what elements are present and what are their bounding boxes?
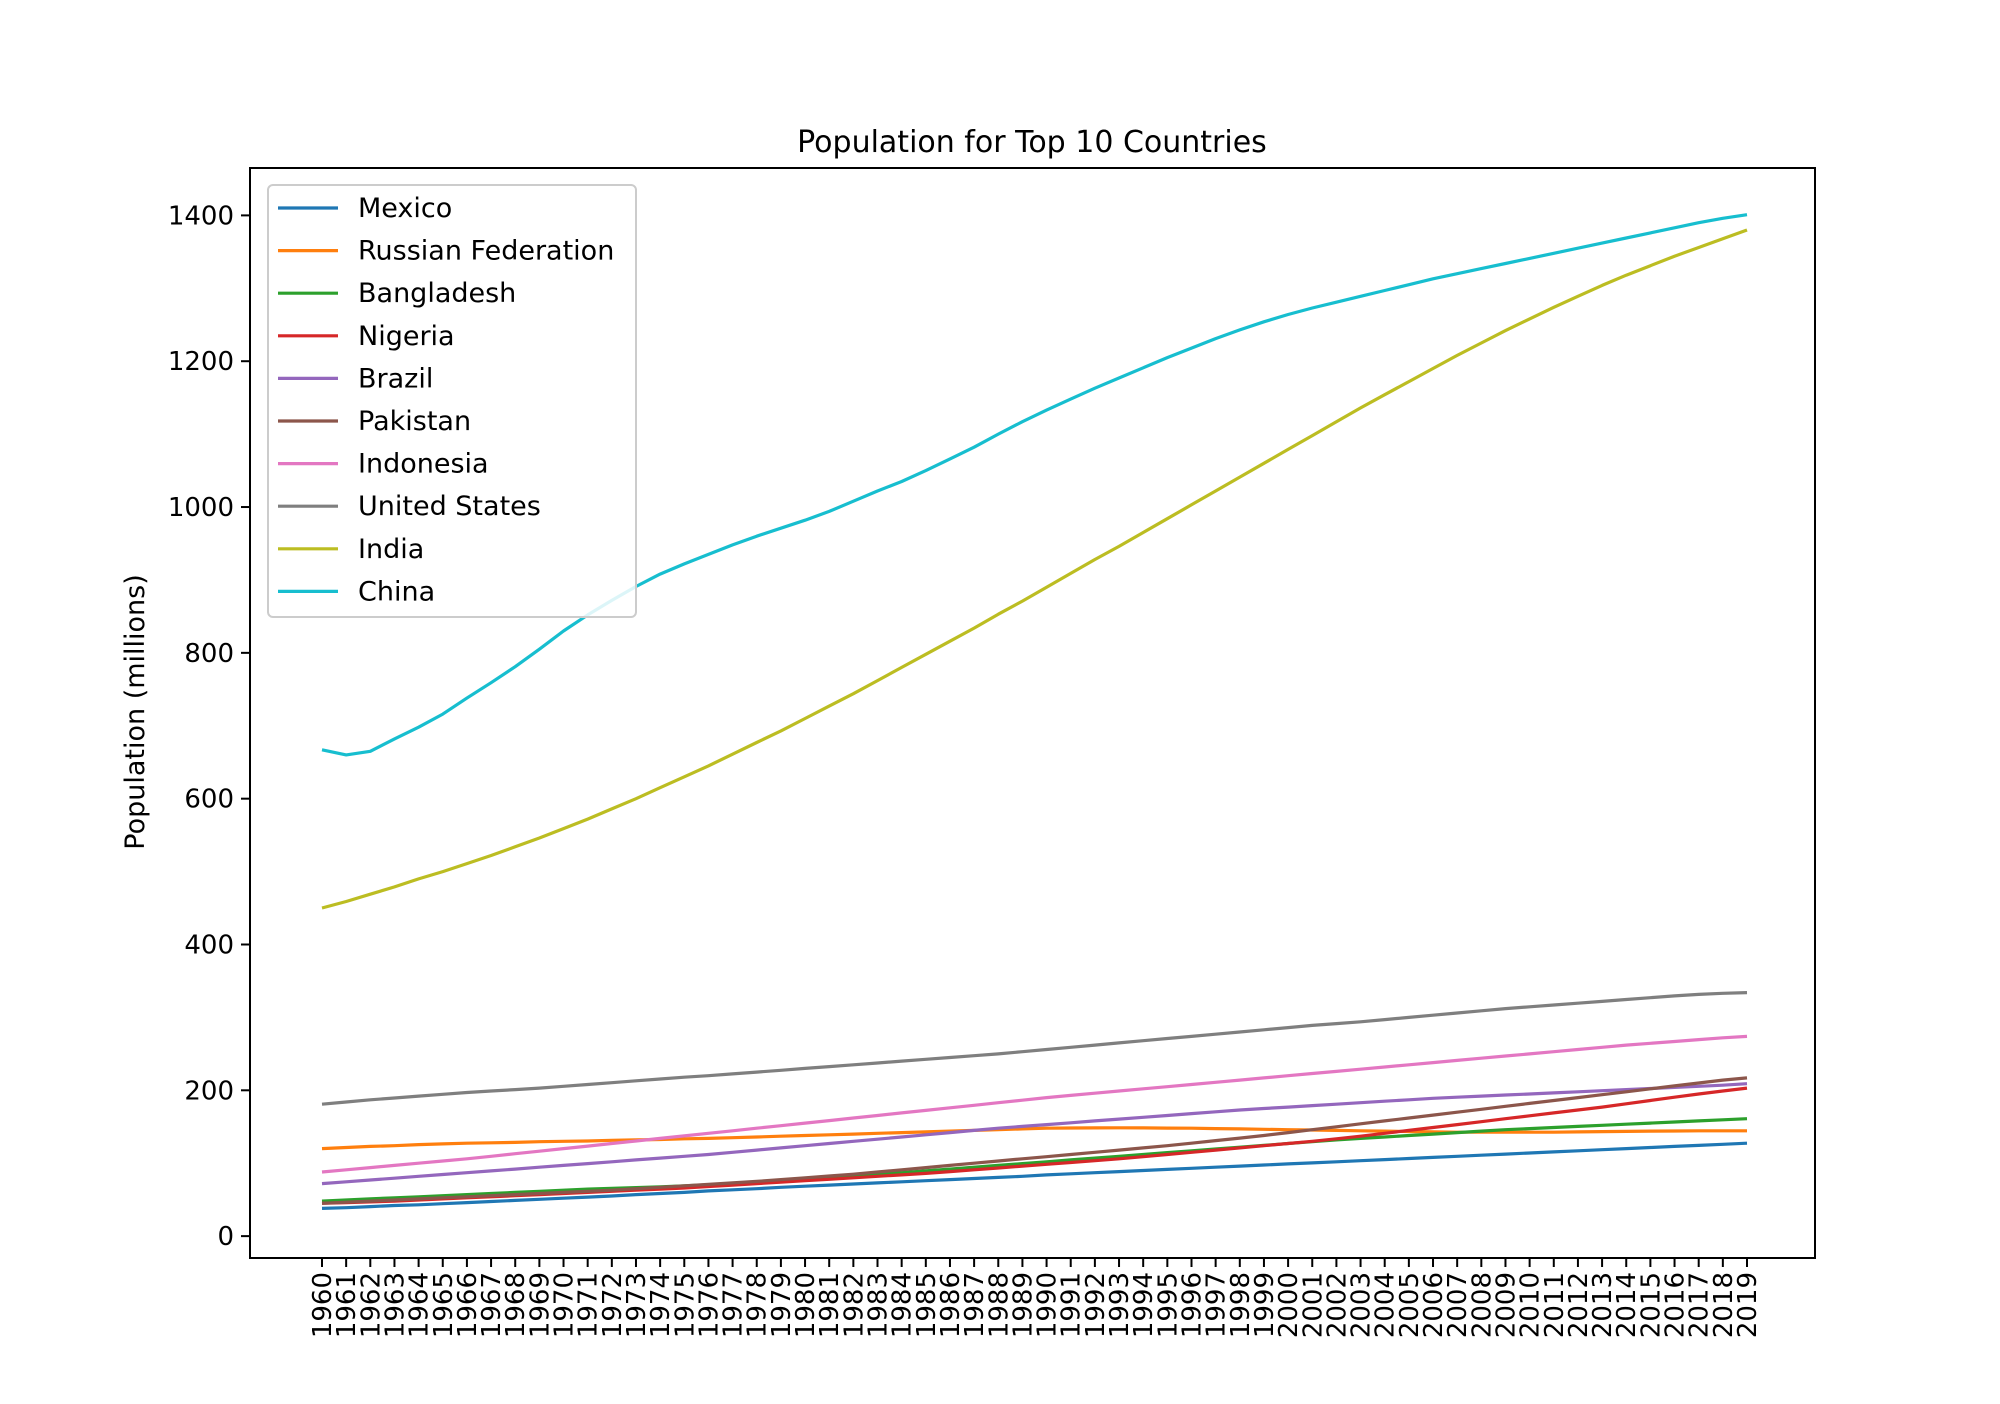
legend-label-9: China — [358, 576, 435, 607]
legend-label-8: India — [358, 534, 424, 565]
x-tick-label-8: 1968 — [501, 1272, 531, 1338]
x-tick-label-27: 1987 — [960, 1272, 990, 1338]
x-tick-label-3: 1963 — [381, 1272, 411, 1338]
x-tick-label-17: 1977 — [719, 1272, 749, 1338]
y-tick-label-4: 800 — [184, 639, 234, 669]
legend-label-4: Brazil — [358, 363, 433, 394]
legend-box — [267, 184, 637, 618]
series-line-3 — [321, 1086, 1748, 1205]
x-tick-label-43: 2003 — [1347, 1272, 1377, 1338]
x-tick-label-16: 1976 — [694, 1272, 724, 1338]
x-tick-label-31: 1991 — [1057, 1272, 1087, 1338]
x-tick-label-26: 1986 — [936, 1272, 966, 1338]
x-tick-label-37: 1997 — [1202, 1272, 1232, 1338]
x-tick-label-24: 1984 — [888, 1272, 918, 1338]
x-tick-label-54: 2014 — [1612, 1272, 1642, 1338]
series-line-9 — [321, 213, 1748, 757]
x-tick-label-34: 1994 — [1129, 1272, 1159, 1338]
y-axis-label: Population (millions) — [120, 574, 151, 850]
x-tick-label-33: 1993 — [1105, 1272, 1135, 1338]
x-tick-label-58: 2018 — [1709, 1272, 1739, 1338]
x-tick-label-1: 1961 — [332, 1272, 362, 1338]
x-axis: 1960196119621963196419651966196719681969… — [308, 1258, 1763, 1338]
legend: Mexico Russian Federation Bangladesh Nigeri… — [267, 184, 637, 618]
series-line-5 — [321, 1076, 1748, 1205]
x-tick-label-9: 1969 — [525, 1272, 555, 1338]
x-tick-label-35: 1995 — [1153, 1272, 1183, 1338]
x-tick-label-14: 1974 — [646, 1272, 676, 1338]
x-tick-label-45: 2005 — [1395, 1272, 1425, 1338]
legend-label-7: United States — [358, 491, 541, 522]
series-line-6 — [321, 1034, 1748, 1174]
x-tick-label-30: 1990 — [1033, 1272, 1063, 1338]
y-tick-label-5: 1000 — [168, 493, 234, 523]
x-tick-label-51: 2011 — [1540, 1272, 1570, 1338]
y-tick-label-7: 1400 — [168, 201, 234, 231]
x-tick-label-20: 1980 — [791, 1272, 821, 1338]
x-tick-label-32: 1992 — [1081, 1272, 1111, 1338]
y-tick-label-3: 600 — [184, 785, 234, 815]
legend-label-2: Bangladesh — [358, 278, 516, 309]
x-tick-label-52: 2012 — [1564, 1272, 1594, 1338]
x-tick-label-42: 2002 — [1322, 1272, 1352, 1338]
series-line-8 — [321, 228, 1748, 910]
x-tick-label-12: 1972 — [598, 1272, 628, 1338]
x-tick-label-47: 2007 — [1443, 1272, 1473, 1338]
legend-label-5: Pakistan — [358, 406, 471, 437]
series-line-1 — [321, 1126, 1747, 1151]
x-tick-label-29: 1989 — [1008, 1272, 1038, 1338]
series-line-0 — [321, 1141, 1748, 1210]
x-tick-label-5: 1965 — [429, 1272, 459, 1338]
x-tick-label-53: 2013 — [1588, 1272, 1618, 1338]
x-tick-label-39: 1999 — [1250, 1272, 1280, 1338]
x-tick-label-22: 1982 — [839, 1272, 869, 1338]
x-tick-label-59: 2019 — [1733, 1272, 1763, 1338]
series-line-2 — [321, 1117, 1748, 1203]
y-axis: 0 200 400 600 800 1000 1200 1400 — [168, 201, 250, 1252]
x-tick-label-36: 1996 — [1178, 1272, 1208, 1338]
x-tick-label-4: 1964 — [405, 1272, 435, 1338]
x-tick-label-13: 1973 — [622, 1272, 652, 1338]
x-tick-label-0: 1960 — [308, 1272, 338, 1338]
x-tick-label-25: 1985 — [912, 1272, 942, 1338]
y-tick-label-2: 400 — [184, 930, 234, 960]
x-tick-label-7: 1967 — [477, 1272, 507, 1338]
x-tick-label-10: 1970 — [550, 1272, 580, 1338]
y-tick-label-1: 200 — [184, 1076, 234, 1106]
series-layer — [321, 213, 1748, 1210]
x-tick-label-46: 2006 — [1419, 1272, 1449, 1338]
x-tick-label-38: 1998 — [1226, 1272, 1256, 1338]
x-tick-label-11: 1971 — [574, 1272, 604, 1338]
legend-label-3: Nigeria — [358, 321, 455, 352]
x-tick-label-50: 2010 — [1516, 1272, 1546, 1338]
x-tick-label-56: 2016 — [1661, 1272, 1691, 1338]
plot-frame — [249, 167, 1816, 1259]
x-tick-label-44: 2004 — [1371, 1272, 1401, 1338]
x-tick-label-6: 1966 — [453, 1272, 483, 1338]
x-tick-label-15: 1975 — [670, 1272, 700, 1338]
x-tick-label-2: 1962 — [356, 1272, 386, 1338]
series-line-4 — [321, 1082, 1748, 1186]
chart-title: Population for Top 10 Countries — [797, 125, 1267, 160]
x-tick-label-55: 2015 — [1636, 1272, 1666, 1338]
x-tick-label-23: 1983 — [864, 1272, 894, 1338]
legend-label-1: Russian Federation — [358, 236, 614, 267]
x-tick-label-21: 1981 — [815, 1272, 845, 1338]
y-tick-label-6: 1200 — [168, 347, 234, 377]
x-tick-label-41: 2001 — [1298, 1272, 1328, 1338]
legend-label-0: Mexico — [358, 193, 452, 224]
x-tick-label-18: 1978 — [743, 1272, 773, 1338]
x-tick-label-40: 2000 — [1274, 1272, 1304, 1338]
series-line-7 — [321, 991, 1748, 1106]
x-tick-label-48: 2008 — [1467, 1272, 1497, 1338]
x-tick-label-28: 1988 — [984, 1272, 1014, 1338]
x-tick-label-19: 1979 — [767, 1272, 797, 1338]
x-tick-label-57: 2017 — [1685, 1272, 1715, 1338]
x-tick-label-49: 2009 — [1492, 1272, 1522, 1338]
y-tick-label-0: 0 — [217, 1222, 234, 1252]
legend-label-6: Indonesia — [358, 449, 489, 480]
